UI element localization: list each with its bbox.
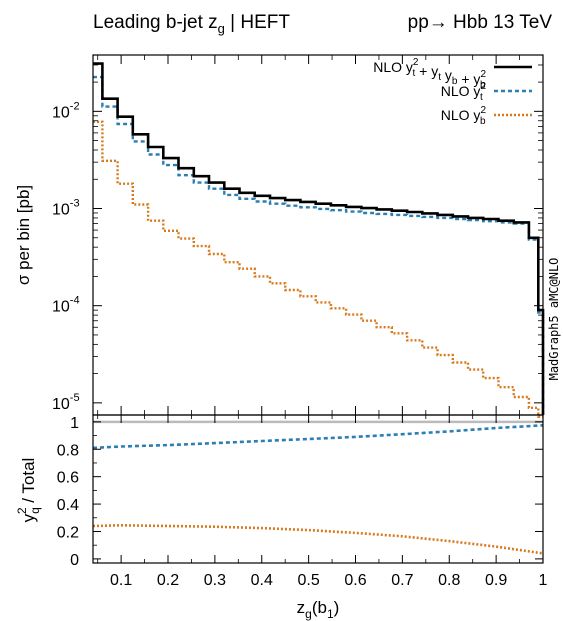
x-tick-label: 0.8 bbox=[438, 572, 460, 589]
bottom-y-tick-label: 0.4 bbox=[57, 497, 79, 514]
bottom-y-tick-label: 0 bbox=[70, 552, 79, 569]
bottom-y-axis-label: yq2 / Total bbox=[15, 458, 42, 523]
bottom-series-1-line bbox=[92, 523, 544, 555]
top-series-2-histogram bbox=[93, 120, 543, 418]
x-axis-label: zg(b1) bbox=[297, 598, 340, 621]
x-tick-label: 0.2 bbox=[157, 572, 179, 589]
watermark: MadGraph5 aMC@NLO bbox=[547, 258, 561, 381]
bottom-y-tick-label: 0.6 bbox=[57, 470, 79, 487]
top-y-axis-label: σ per bin [pb] bbox=[14, 185, 33, 285]
chart-title-right: pp→ Hbb 13 TeV bbox=[408, 12, 553, 33]
top-y-tick-label: 10-5 bbox=[52, 392, 80, 413]
top-y-tick-label: 10-2 bbox=[52, 100, 80, 121]
top-series-1-histogram bbox=[93, 75, 545, 415]
legend-label-1: NLO y2 t bbox=[441, 81, 487, 103]
bottom-y-tick-label: 1 bbox=[70, 415, 79, 432]
x-tick-label: 0.3 bbox=[204, 572, 226, 589]
bottom-series-0-line bbox=[92, 424, 544, 450]
bottom-y-tick-label: 0.8 bbox=[57, 442, 79, 459]
top-y-tick-label: 10-4 bbox=[52, 295, 80, 316]
legend-label-0: NLO y2 t + yt yb + y2 b bbox=[373, 57, 486, 91]
x-tick-label: 0.4 bbox=[251, 572, 273, 589]
chart-title-left: Leading b-jet zg | HEFT bbox=[93, 12, 290, 36]
legend-label-2: NLO y2 b bbox=[441, 105, 487, 127]
bottom-plot-frame bbox=[92, 414, 544, 564]
top-series-0-histogram bbox=[93, 62, 545, 415]
top-panel: 10-2 10-3 10-4 10-5 σ per bin [pb] NLO y2 t … bbox=[14, 54, 545, 418]
x-tick-label: 0.7 bbox=[391, 572, 413, 589]
x-tick-label: 0.6 bbox=[344, 572, 366, 589]
x-tick-label: 0.1 bbox=[110, 572, 132, 589]
bottom-panel: 0 0.2 0.4 0.6 0.8 1 yq2 / Total bbox=[15, 414, 544, 569]
bottom-y-tick-label: 0.2 bbox=[57, 524, 79, 541]
top-y-tick-label: 10-3 bbox=[52, 198, 80, 219]
x-tick-label: 0.9 bbox=[485, 572, 507, 589]
x-tick-label: 1 bbox=[539, 572, 548, 589]
x-tick-label: 0.5 bbox=[298, 572, 320, 589]
